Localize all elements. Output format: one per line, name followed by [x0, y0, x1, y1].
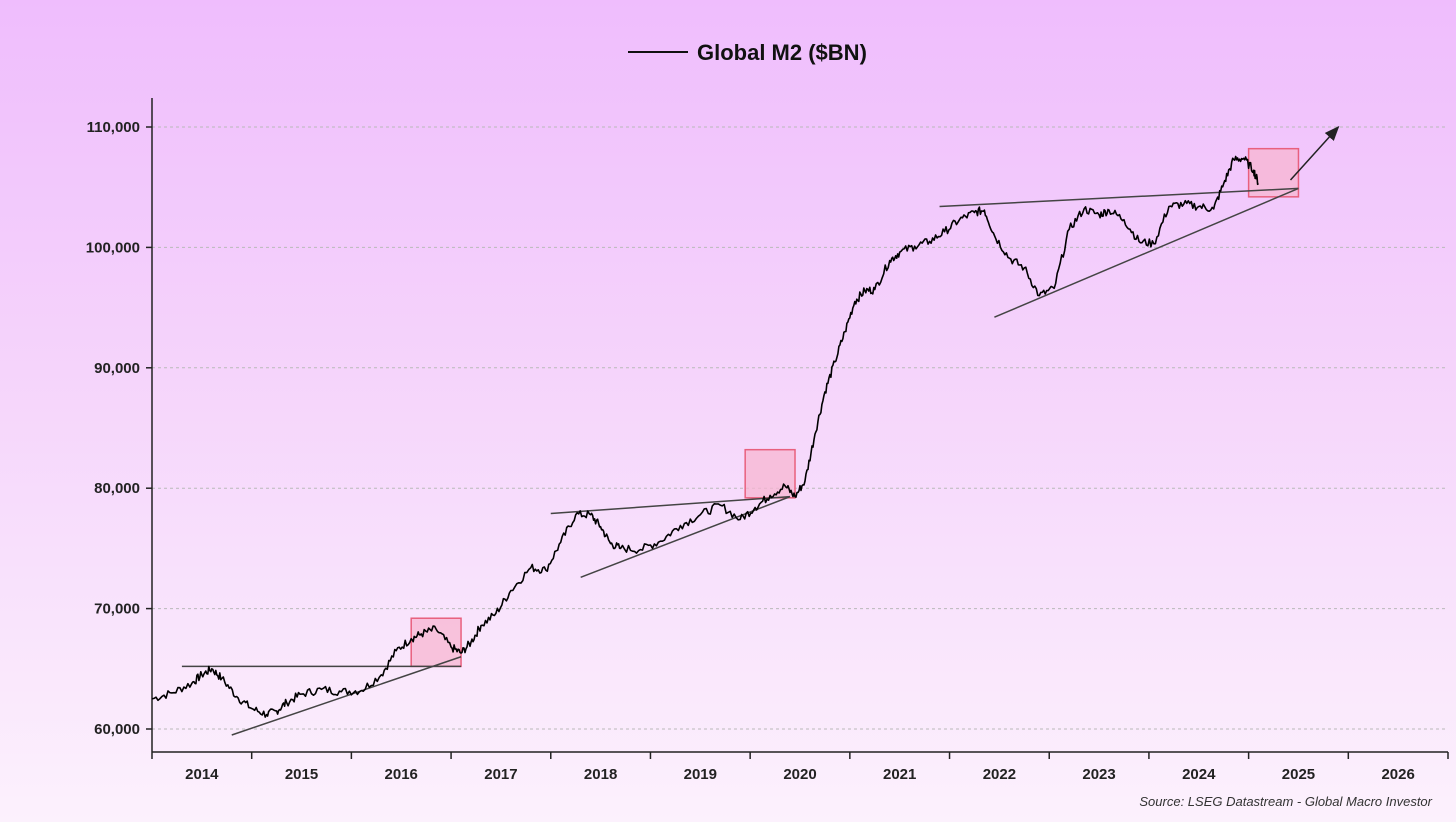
y-axis-ticks: 60,000 70,000 80,000 90,000 100,000 110,000: [86, 119, 152, 738]
trendline: [994, 187, 1299, 318]
x-tick-label: 2022: [983, 766, 1016, 783]
trendlines: [181, 187, 1299, 736]
gridlines: [152, 126, 1448, 730]
legend: Global M2 ($BN): [628, 40, 867, 65]
series-line: [151, 155, 1259, 718]
y-tick-label: 90,000: [94, 360, 140, 377]
x-tick-label: 2020: [783, 766, 816, 783]
x-tick-label: 2014: [185, 766, 219, 783]
x-tick-label: 2021: [883, 766, 916, 783]
y-tick-label: 80,000: [94, 480, 140, 497]
highlight-box: [744, 448, 796, 499]
x-tick-label: 2024: [1182, 766, 1216, 783]
x-axis-ticks: 2014 2015 2016 2017 2018 2019 2020 2021 2022 2023…: [151, 752, 1449, 783]
x-tick-label: 2026: [1381, 766, 1414, 783]
trendline: [231, 656, 462, 736]
x-tick-label: 2017: [484, 766, 517, 783]
y-tick-label: 60,000: [94, 721, 140, 738]
x-tick-label: 2019: [684, 766, 717, 783]
x-tick-label: 2016: [385, 766, 418, 783]
legend-label: Global M2 ($BN): [697, 40, 867, 65]
x-tick-label: 2018: [584, 766, 617, 783]
series-group: [151, 155, 1259, 718]
x-tick-label: 2023: [1082, 766, 1115, 783]
y-tick-label: 110,000: [87, 119, 140, 136]
projection-arrow-group: [1289, 125, 1340, 181]
projection-arrow: [1289, 125, 1340, 181]
highlight-boxes: [410, 147, 1300, 668]
highlight-box: [410, 617, 462, 668]
trendline: [580, 495, 791, 578]
trendline: [939, 187, 1299, 208]
y-tick-label: 100,000: [86, 239, 140, 256]
x-tick-label: 2015: [285, 766, 318, 783]
trendline: [550, 495, 791, 515]
source-note: Source: LSEG Datastream - Global Macro I…: [1139, 794, 1432, 809]
axes: [151, 98, 1448, 753]
y-tick-label: 70,000: [94, 601, 140, 618]
x-tick-label: 2025: [1282, 766, 1315, 783]
